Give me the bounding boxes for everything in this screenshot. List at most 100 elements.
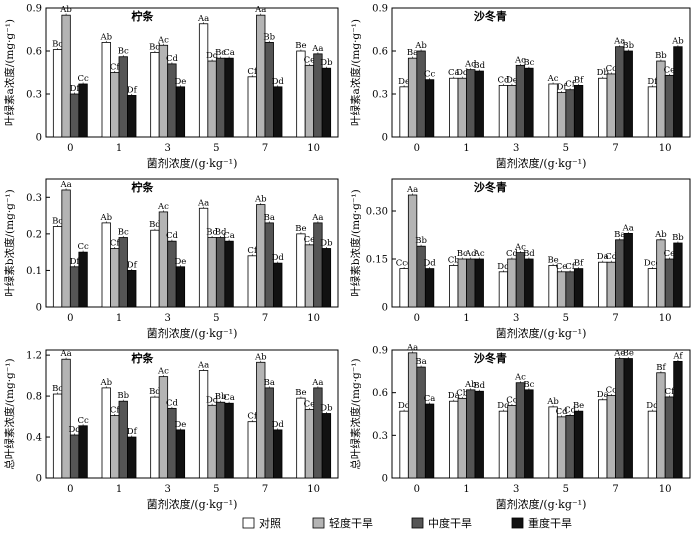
bar <box>321 413 332 479</box>
bar <box>615 358 625 479</box>
y-tick-label: 0 <box>382 474 388 485</box>
significance-label: Df <box>127 260 138 270</box>
significance-label: Bb <box>215 392 227 402</box>
significance-label: Bf <box>574 75 584 85</box>
significance-label: Ca <box>223 48 235 58</box>
bar <box>606 73 616 138</box>
significance-label: Aa <box>311 378 323 388</box>
bar <box>515 382 526 479</box>
significance-label: Cd <box>497 75 510 85</box>
significance-label: Bd <box>149 42 161 52</box>
plot-frame <box>391 7 691 138</box>
x-tick-label: 10 <box>659 313 672 324</box>
significance-label: Cf <box>110 406 121 416</box>
chart-panel-1: 00.30.60.90BcAbDfCc1AbCfBcDf3BdAcCdDe5Aa… <box>3 4 339 170</box>
y-axis-label: 叶绿素b浓度/(mg·g⁻¹) <box>3 189 16 296</box>
significance-label: Ce <box>304 55 316 65</box>
significance-label: Dd <box>68 425 81 435</box>
significance-label: Aa <box>197 198 209 208</box>
bar <box>127 95 137 138</box>
significance-label: Bc <box>523 58 534 68</box>
significance-label: De <box>398 77 410 87</box>
significance-label: Ce <box>556 262 568 272</box>
x-axis-label: 菌剂浓度/(g·kg⁻¹) <box>496 497 587 511</box>
significance-label: Dcd <box>644 259 662 269</box>
bar <box>118 56 128 138</box>
bar <box>565 415 575 479</box>
plot-frame <box>391 349 691 479</box>
bar <box>296 397 306 479</box>
x-tick-label: 1 <box>463 143 469 154</box>
bar <box>264 42 274 138</box>
y-tick-label: 0.3 <box>372 431 388 442</box>
bar <box>304 244 315 308</box>
x-tick-label: 1 <box>116 484 122 495</box>
bar <box>556 271 567 308</box>
significance-label: Ab <box>99 378 112 388</box>
significance-label: Ba <box>264 213 275 223</box>
panel-title: 柠条 <box>131 180 154 194</box>
x-tick-label: 7 <box>612 313 618 324</box>
bar <box>615 46 625 138</box>
significance-label: Cd <box>506 249 519 259</box>
significance-label: De <box>174 257 186 267</box>
bar <box>416 50 426 138</box>
significance-label: Dd <box>646 401 659 411</box>
x-tick-label: 3 <box>164 313 170 324</box>
panel-title: 沙冬青 <box>474 180 507 194</box>
bar <box>264 387 274 479</box>
bar <box>524 258 534 308</box>
y-axis-label: 叶绿素a浓度/(mg·g⁻¹) <box>3 19 16 126</box>
y-tick-label: 0.3 <box>26 90 42 101</box>
significance-label: Ae <box>613 349 625 359</box>
significance-label: Ba <box>264 378 275 388</box>
significance-label: Cd <box>166 54 179 64</box>
significance-label: Be <box>295 41 306 51</box>
x-tick-label: 0 <box>414 143 420 154</box>
significance-label: Ad <box>464 249 477 259</box>
bar <box>264 222 274 308</box>
significance-label: Db <box>597 68 610 78</box>
x-axis-label: 菌剂浓度/(g·kg⁻¹) <box>147 326 238 340</box>
y-tick-label: 0 <box>382 133 388 144</box>
chart-panel-2: 00.30.60.90DeBaAbCc1CaDdAdBd3CdDeAcBc5Ac… <box>349 4 691 170</box>
significance-label: Aa <box>311 213 323 223</box>
significance-label: De <box>174 420 186 430</box>
significance-label: Bd <box>206 228 218 238</box>
significance-label: Ab <box>414 41 427 51</box>
bar <box>573 268 584 308</box>
x-tick-label: 0 <box>414 313 420 324</box>
plot-frame <box>45 7 339 138</box>
bar <box>198 370 209 479</box>
significance-label: Ab <box>59 5 72 15</box>
bar <box>52 49 63 138</box>
x-axis-label: 菌剂浓度/(g·kg⁻¹) <box>496 326 587 340</box>
bar <box>556 416 567 479</box>
significance-label: Bd <box>523 249 535 259</box>
legend-label: 对照 <box>259 516 281 530</box>
x-tick-label: 7 <box>612 484 618 495</box>
significance-label: Cf <box>565 80 576 90</box>
significance-label: Da <box>597 252 609 262</box>
bar <box>524 389 534 479</box>
bar <box>623 232 633 308</box>
significance-label: Df <box>70 257 81 267</box>
significance-label: Ad <box>464 60 477 70</box>
significance-label: Ba <box>614 230 625 240</box>
significance-label: De <box>174 77 186 87</box>
y-tick-label: 0.6 <box>372 388 388 399</box>
legend-swatch <box>242 517 255 529</box>
significance-label: Cf <box>565 262 576 272</box>
bar <box>247 421 257 479</box>
significance-label: Aa <box>59 180 71 190</box>
bar <box>175 266 186 308</box>
significance-label: Bc <box>118 47 129 57</box>
significance-label: Aa <box>622 223 634 233</box>
legend-label: 重度干旱 <box>528 516 572 530</box>
significance-label: Be <box>295 388 306 398</box>
x-tick-label: 5 <box>213 484 219 495</box>
bar <box>615 239 625 308</box>
significance-label: Dd <box>398 401 411 411</box>
significance-label: Bd <box>473 61 485 71</box>
significance-label: Cc <box>77 416 89 426</box>
